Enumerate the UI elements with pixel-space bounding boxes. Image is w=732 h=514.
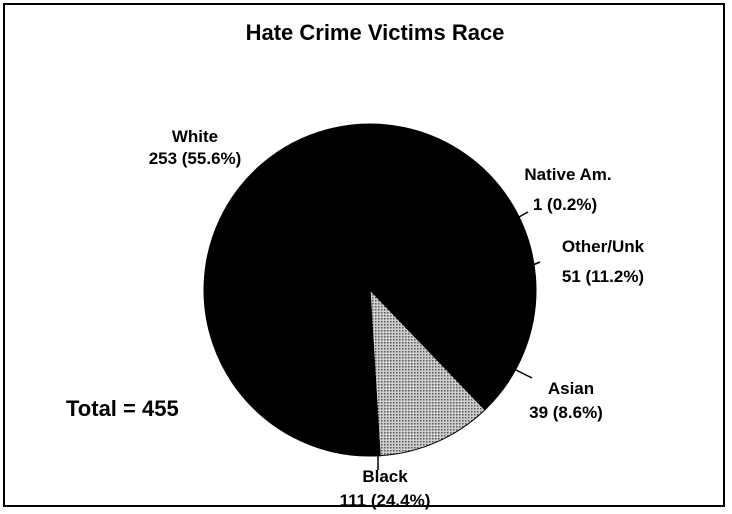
leader-white (257, 169, 269, 187)
pie-slice-asian (292, 288, 381, 457)
slice-label-name-other: Other/Unk (562, 237, 645, 256)
total-label: Total = 455 (66, 396, 179, 421)
slice-label-value-black: 111 (24.4%) (340, 491, 431, 510)
pie-slice-white (219, 123, 537, 409)
pie-slice-other-unk (369, 288, 486, 457)
chart-title: Hate Crime Victims Race (246, 20, 505, 45)
pie-slice-black (203, 218, 371, 439)
slice-label-name-native: Native Am. (524, 165, 611, 184)
slice-label-name-black: Black (362, 467, 408, 486)
leader-native (509, 211, 529, 223)
slice-label-value-white: 253 (55.6%) (149, 149, 242, 168)
leader-asian (511, 367, 533, 379)
slice-label-name-white: White (172, 127, 218, 146)
slice-label-name-asian: Asian (548, 379, 594, 398)
slice-label-value-asian: 39 (8.6%) (529, 403, 603, 422)
slice-label-value-native: 1 (0.2%) (533, 195, 597, 214)
slice-label-value-other: 51 (11.2%) (562, 267, 644, 286)
leader-other (525, 261, 541, 269)
